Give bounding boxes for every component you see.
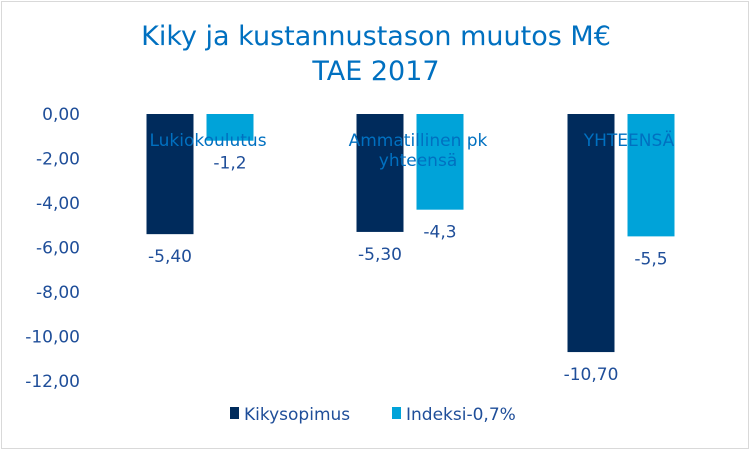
bar-kikysopimus [567,114,615,353]
legend-swatch [392,407,401,419]
data-label: -5,40 [148,247,192,267]
legend-swatch [230,407,239,419]
data-label: -10,70 [564,365,619,385]
y-tick-label: -10,00 [25,328,80,348]
y-tick-label: 0,00 [42,105,80,125]
bar-indeksi [416,114,464,210]
bar-indeksi [627,114,675,237]
y-tick-label: -2,00 [36,150,80,170]
category-label: Ammatillinen pk [349,131,488,151]
bar-indeksi [206,114,254,141]
data-label: -4,3 [423,223,456,243]
chart-title-line: TAE 2017 [311,56,439,87]
legend-label: Indeksi-0,7% [406,405,516,425]
chart-title-line: Kiky ja kustannustason muutos M€ [141,21,611,52]
data-label: -1,2 [213,154,246,174]
y-tick-label: -12,00 [25,372,80,392]
y-tick-label: -4,00 [36,194,80,214]
bar-kikysopimus [356,114,404,232]
y-tick-label: -8,00 [36,283,80,303]
data-label: -5,30 [358,245,402,265]
category-label: YHTEENSÄ [583,130,675,151]
data-label: -5,5 [634,249,667,269]
category-label: yhteensä [379,151,457,171]
bar-kikysopimus [146,114,194,235]
category-label: Lukiokoulutus [149,131,266,151]
legend-label: Kikysopimus [244,405,350,425]
y-tick-label: -6,00 [36,239,80,259]
